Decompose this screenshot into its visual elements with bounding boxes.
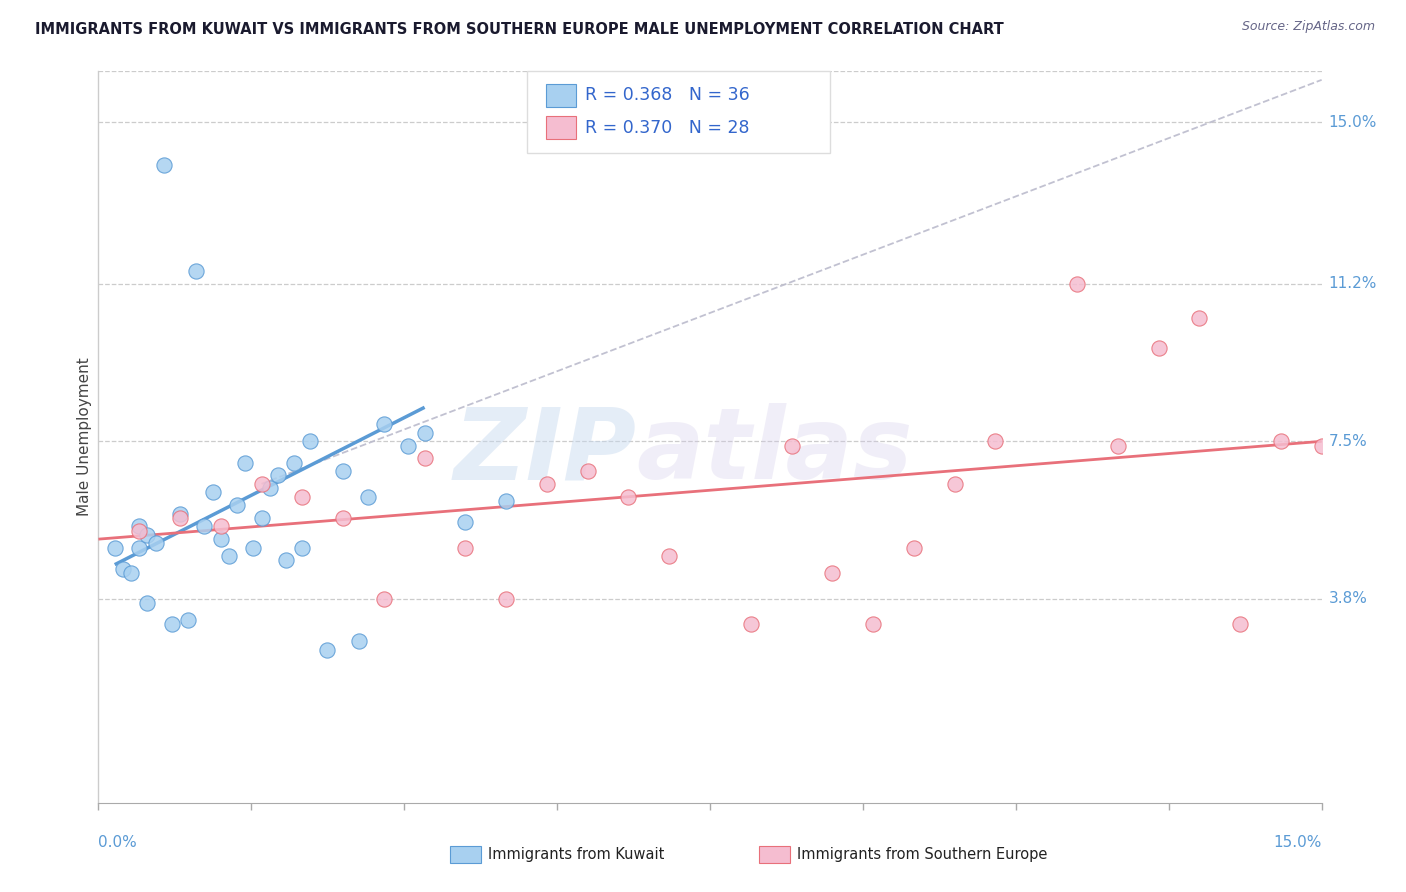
Text: 0.0%: 0.0%	[98, 836, 138, 850]
Point	[128, 524, 150, 538]
Point	[160, 617, 183, 632]
Point	[332, 511, 354, 525]
Text: atlas: atlas	[637, 403, 912, 500]
Point	[780, 439, 803, 453]
Point	[495, 591, 517, 606]
Point	[413, 425, 436, 440]
Point	[177, 613, 200, 627]
Point	[1188, 311, 1211, 326]
Point	[169, 511, 191, 525]
Text: R = 0.368   N = 36: R = 0.368 N = 36	[585, 87, 749, 104]
Point	[396, 439, 419, 453]
Point	[169, 507, 191, 521]
Point	[373, 591, 395, 606]
Point	[186, 264, 208, 278]
Point	[111, 562, 134, 576]
Point	[209, 519, 232, 533]
Y-axis label: Male Unemployment: Male Unemployment	[77, 358, 91, 516]
Point	[1310, 439, 1333, 453]
Point	[373, 417, 395, 432]
Text: Source: ZipAtlas.com: Source: ZipAtlas.com	[1241, 20, 1375, 33]
Point	[104, 541, 127, 555]
Point	[1107, 439, 1129, 453]
Point	[1229, 617, 1251, 632]
Point	[291, 490, 314, 504]
Point	[136, 528, 159, 542]
Point	[242, 541, 264, 555]
Point	[576, 464, 599, 478]
Point	[299, 434, 322, 449]
Point	[658, 549, 681, 563]
Point	[454, 515, 477, 529]
Text: 15.0%: 15.0%	[1274, 836, 1322, 850]
Point	[862, 617, 884, 632]
Point	[218, 549, 240, 563]
Point	[128, 519, 150, 533]
Point	[821, 566, 844, 581]
Point	[1270, 434, 1292, 449]
Text: 11.2%: 11.2%	[1329, 277, 1376, 292]
Point	[356, 490, 378, 504]
Text: 7.5%: 7.5%	[1329, 434, 1368, 449]
Point	[943, 476, 966, 491]
Point	[283, 456, 305, 470]
Text: Immigrants from Southern Europe: Immigrants from Southern Europe	[797, 847, 1047, 862]
Point	[332, 464, 354, 478]
Point	[274, 553, 297, 567]
Text: 3.8%: 3.8%	[1329, 591, 1368, 607]
Point	[454, 541, 477, 555]
Point	[193, 519, 215, 533]
Point	[315, 642, 337, 657]
Text: 15.0%: 15.0%	[1329, 115, 1376, 130]
Point	[267, 468, 290, 483]
Point	[152, 158, 174, 172]
Point	[145, 536, 167, 550]
Text: R = 0.370   N = 28: R = 0.370 N = 28	[585, 119, 749, 136]
Point	[984, 434, 1007, 449]
Point	[226, 498, 249, 512]
Point	[136, 596, 159, 610]
Point	[209, 532, 232, 546]
Point	[495, 494, 517, 508]
Point	[349, 634, 371, 648]
Point	[903, 541, 925, 555]
Point	[1147, 341, 1170, 355]
Point	[740, 617, 762, 632]
Point	[413, 451, 436, 466]
Point	[1066, 277, 1088, 291]
Point	[120, 566, 142, 581]
Point	[291, 541, 314, 555]
Point	[259, 481, 281, 495]
Text: ZIP: ZIP	[454, 403, 637, 500]
Point	[201, 485, 224, 500]
Text: IMMIGRANTS FROM KUWAIT VS IMMIGRANTS FROM SOUTHERN EUROPE MALE UNEMPLOYMENT CORR: IMMIGRANTS FROM KUWAIT VS IMMIGRANTS FRO…	[35, 22, 1004, 37]
Point	[250, 511, 273, 525]
Point	[128, 541, 150, 555]
Point	[250, 476, 273, 491]
Text: Immigrants from Kuwait: Immigrants from Kuwait	[488, 847, 664, 862]
Point	[617, 490, 640, 504]
Point	[233, 456, 256, 470]
Point	[536, 476, 558, 491]
